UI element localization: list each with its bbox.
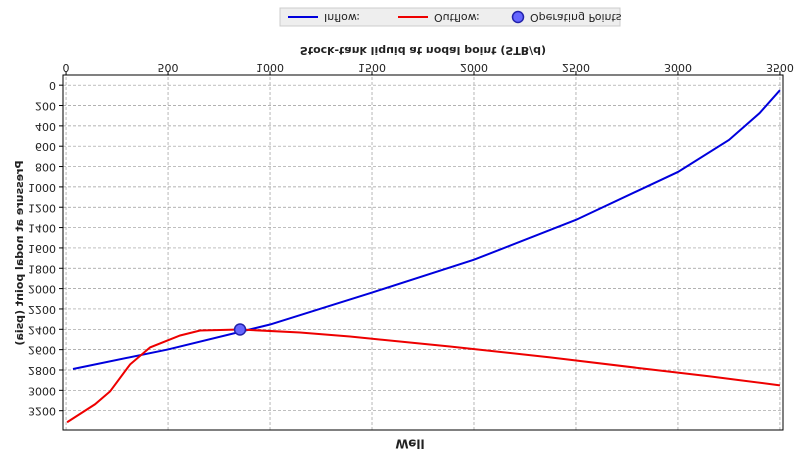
y-tick-label: 3000: [28, 384, 56, 397]
legend-label: Operating Points: [530, 11, 622, 24]
y-tick-label: 200: [35, 100, 56, 113]
y-tick-label: 1000: [28, 181, 56, 194]
legend-swatch: [511, 10, 525, 24]
x-tick-label: 3000: [664, 61, 692, 74]
x-tick-label: 500: [158, 61, 179, 74]
operating-point: [233, 323, 247, 336]
y-tick-label: 400: [35, 120, 56, 133]
series-line: [72, 89, 781, 370]
legend-label: Outflow:: [434, 11, 480, 24]
x-tick-label: 2500: [562, 61, 590, 74]
x-axis-title: Stock-tank liquid at nodal point (STB/d): [300, 44, 546, 57]
chart-title: Well: [395, 437, 424, 451]
y-tick-label: 1800: [28, 262, 56, 275]
y-tick-label: 1400: [28, 222, 56, 235]
legend-box: [279, 7, 621, 27]
y-tick-label: 3200: [28, 405, 56, 418]
y-tick-label: 0: [49, 79, 56, 92]
y-tick-label: 2200: [28, 303, 56, 316]
x-tick-label: 2000: [460, 61, 488, 74]
y-tick-label: 600: [35, 140, 56, 153]
y-tick-label: 2000: [28, 283, 56, 296]
y-tick-label: 1600: [28, 242, 56, 255]
legend-label: Inflow:: [324, 11, 360, 24]
y-tick-label: 2600: [28, 344, 56, 357]
x-tick-label: 1500: [358, 61, 386, 74]
y-tick-label: 800: [35, 161, 56, 174]
x-tick-label: 1000: [256, 61, 284, 74]
plot-frame: [62, 74, 784, 431]
x-tick-label: 3500: [766, 61, 794, 74]
y-axis-title: Pressure at nodal point (psia): [13, 160, 26, 345]
y-tick-label: 2800: [28, 364, 56, 377]
y-tick-label: 2400: [28, 323, 56, 336]
y-tick-label: 1200: [28, 201, 56, 214]
x-tick-label: 0: [63, 61, 70, 74]
